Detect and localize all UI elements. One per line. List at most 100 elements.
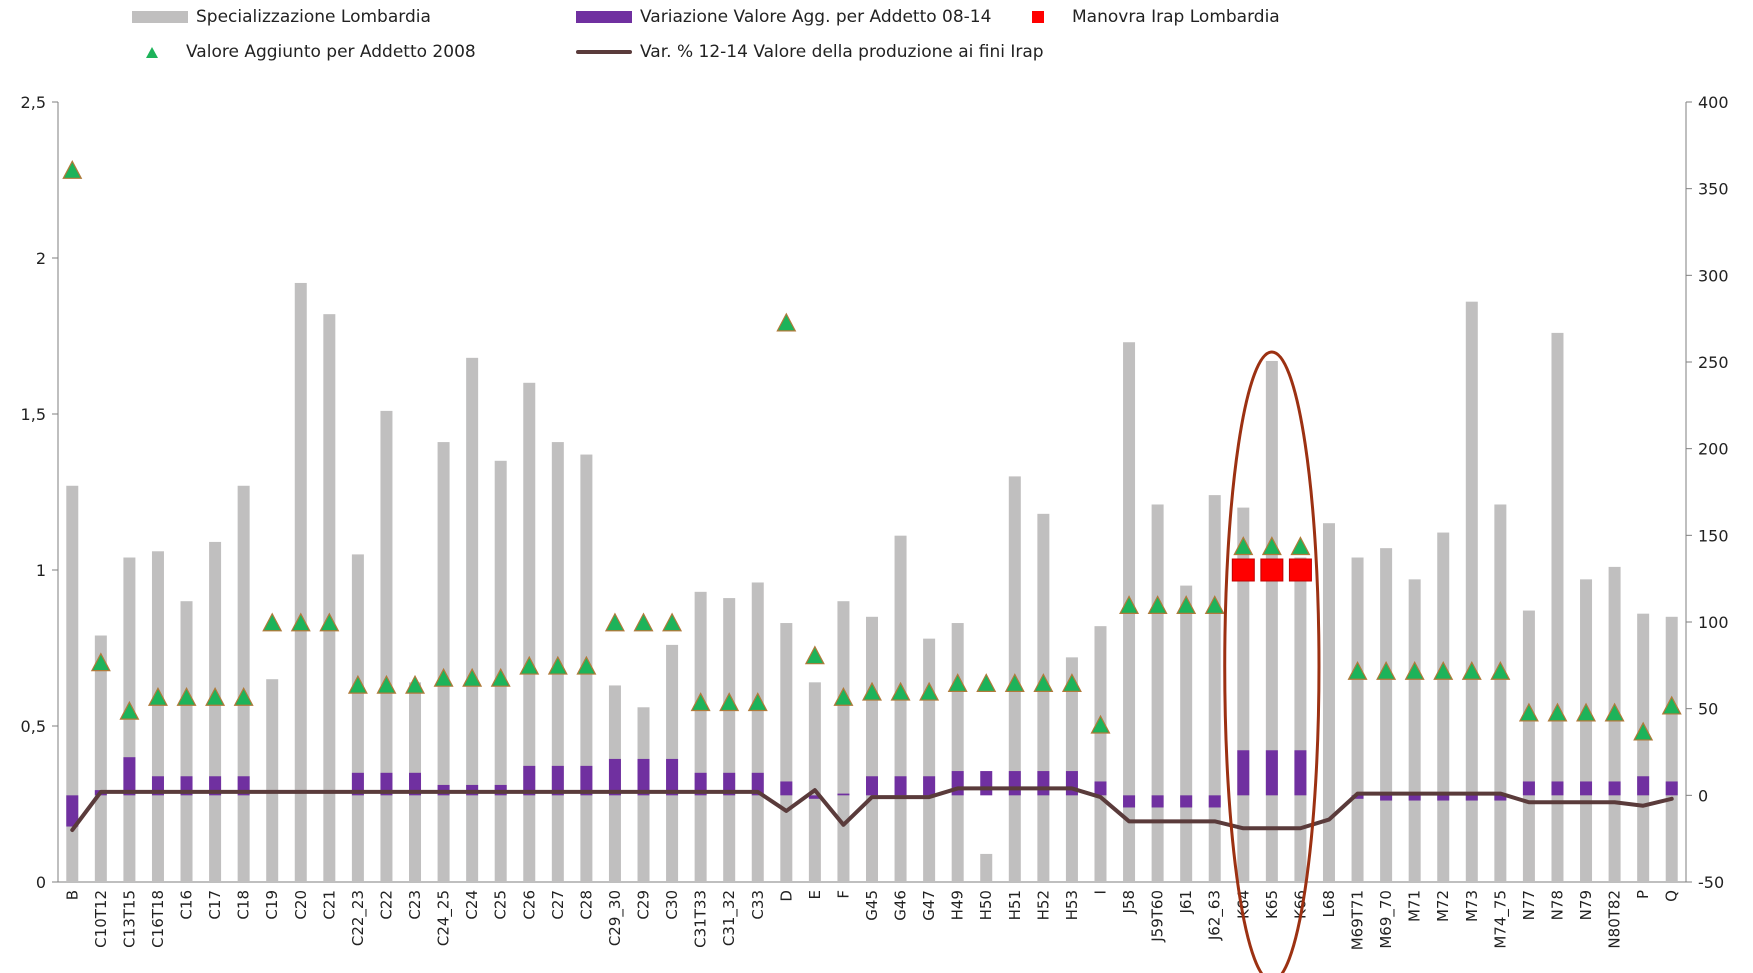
specializzazione-bar [66, 485, 79, 882]
specializzazione-bar [1351, 557, 1364, 882]
specializzazione-bar [837, 601, 850, 882]
valore-aggiunto-triangle [433, 667, 454, 687]
variazione-bar [66, 795, 79, 827]
x-axis-category-label: C24_25 [435, 890, 454, 946]
valore-aggiunto-triangle [1204, 595, 1225, 615]
variazione-bar [1351, 795, 1364, 799]
specializzazione-bar [1265, 360, 1278, 883]
right-axis-tick-label: 400 [1698, 93, 1729, 112]
specializzazione-bar [1322, 523, 1335, 882]
x-axis-category-label: C13T15 [120, 890, 138, 948]
specializzazione-bar [1551, 332, 1564, 882]
x-axis-category-label: M71 [1406, 890, 1424, 922]
specializzazione-bar [151, 551, 164, 882]
x-axis-category-label: C18 [235, 890, 253, 920]
valore-aggiunto-triangle [1261, 536, 1282, 556]
legend-item-valore-aggiunto: Valore Aggiunto per Addetto 2008 [124, 42, 476, 62]
x-axis-category-label: C29_30 [606, 890, 625, 946]
x-axis-category-label: C23 [406, 890, 424, 920]
x-axis-category-label: C19 [263, 890, 281, 920]
valore-aggiunto-triangle [233, 686, 254, 706]
manovra-irap-square [1260, 558, 1284, 582]
right-axis-tick-label: 350 [1698, 180, 1729, 199]
variazione-bar [1494, 795, 1507, 801]
valore-aggiunto-triangle [1290, 536, 1311, 556]
left-axis-tick-label: 0,5 [21, 717, 46, 736]
valore-aggiunto-triangle [862, 681, 882, 701]
x-axis-category-label: K65 [1263, 890, 1281, 919]
legend-item-var-produzione: Var. % 12-14 Valore della produzione ai … [576, 42, 1044, 62]
specializzazione-bar [980, 853, 993, 882]
variazione-bar [1294, 750, 1307, 796]
valore-aggiunto-triangle [662, 612, 683, 632]
x-axis-category-label: M73 [1463, 890, 1481, 922]
x-axis-category-label: J58 [1120, 890, 1138, 915]
variazione-bar [866, 776, 878, 796]
variazione-bar [1551, 781, 1564, 796]
valore-aggiunto-triangle [490, 667, 511, 687]
variazione-bar [523, 765, 536, 796]
valore-aggiunto-triangle [1661, 695, 1682, 715]
x-axis-category-label: C24 [463, 890, 481, 920]
variazione-bar [1408, 795, 1421, 801]
variazione-bar [694, 772, 707, 796]
valore-aggiunto-triangle [633, 612, 654, 632]
valore-aggiunto-triangle [719, 692, 740, 712]
valore-aggiunto-triangle [147, 686, 168, 706]
right-axis-tick-label: 50 [1698, 700, 1718, 719]
variazione-bar [1637, 776, 1650, 796]
valore-aggiunto-triangle [919, 681, 940, 701]
x-axis-category-label: C17 [206, 890, 224, 920]
variazione-bar [1180, 795, 1193, 808]
valore-aggiunto-triangle [405, 674, 426, 694]
specializzazione-bar [866, 616, 878, 882]
manovra-irap-square [1231, 558, 1255, 582]
variazione-bar [923, 776, 936, 796]
right-axis-tick-label: 300 [1698, 266, 1729, 285]
valore-aggiunto-triangle [976, 673, 997, 693]
specializzazione-bar [1522, 610, 1535, 882]
variazione-bar [1151, 795, 1164, 808]
variazione-bar [1522, 781, 1535, 796]
valore-aggiunto-triangle [1119, 595, 1140, 615]
specializzazione-bar [180, 601, 193, 882]
valore-aggiunto-triangle [1604, 702, 1625, 722]
x-axis-category-label: H49 [949, 890, 967, 920]
specializzazione-bar [466, 357, 479, 883]
x-axis-category-label: Q [1663, 890, 1681, 902]
valore-aggiunto-triangle [1576, 702, 1597, 722]
valore-aggiunto-triangle [1004, 673, 1025, 693]
variazione-bar [1037, 771, 1050, 796]
specializzazione-bar [266, 679, 279, 882]
valore-aggiunto-triangle [262, 612, 283, 632]
valore-aggiunto-triangle [1061, 673, 1082, 693]
x-axis-category-label: E [806, 890, 824, 899]
valore-aggiunto-triangle [90, 652, 111, 672]
valore-aggiunto-triangle [1033, 673, 1054, 693]
x-axis-category-label: C27 [549, 890, 567, 920]
right-axis-tick-label: 150 [1698, 526, 1729, 545]
variazione-bar [980, 771, 993, 796]
x-axis-category-label: G46 [892, 890, 910, 921]
x-axis-category-label: C22_23 [349, 890, 368, 946]
valore-aggiunto-triangle [1376, 660, 1397, 680]
right-axis-tick-label: -50 [1698, 873, 1724, 892]
variazione-bar [551, 765, 564, 796]
variazione-bar [608, 758, 621, 796]
specializzazione-bar [723, 598, 736, 882]
specializzazione-bar [923, 638, 936, 882]
right-axis-tick-label: 100 [1698, 613, 1729, 632]
variazione-bar [351, 772, 364, 796]
x-axis-category-label: C20 [292, 890, 310, 920]
valore-aggiunto-triangle [1633, 721, 1654, 741]
manovra-irap-square [1288, 558, 1312, 582]
variazione-bar [837, 793, 850, 796]
variazione-bar [637, 758, 650, 796]
valore-aggiunto-triangle [547, 655, 568, 675]
specializzazione-bar [1608, 566, 1621, 882]
valore-aggiunto-triangle [462, 667, 483, 687]
specializzazione-bar [437, 442, 450, 882]
legend-label-manovra: Manovra Irap Lombardia [1072, 7, 1280, 27]
x-axis-category-label: N80T82 [1606, 890, 1624, 949]
valore-aggiunto-triangle [947, 673, 968, 693]
